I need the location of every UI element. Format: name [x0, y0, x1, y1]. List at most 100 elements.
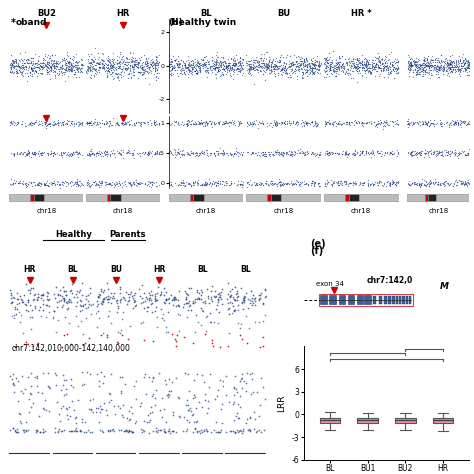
Point [58, 57, 65, 65]
Point [180, 66, 187, 73]
Point [456, 67, 463, 74]
Point [414, 149, 421, 157]
Point [459, 149, 467, 156]
Point [137, 122, 145, 130]
Point [268, 177, 276, 185]
Point [195, 152, 203, 159]
Point [462, 66, 469, 73]
Point [162, 296, 169, 303]
Point [267, 58, 274, 65]
Point [308, 177, 316, 185]
Point [461, 54, 468, 62]
Point [307, 59, 315, 67]
Point [291, 69, 299, 77]
Point [20, 340, 27, 347]
Point [184, 401, 191, 409]
Point [237, 403, 244, 410]
Point [358, 149, 365, 156]
Point [287, 59, 295, 66]
Point [446, 68, 454, 75]
Point [15, 409, 23, 417]
Point [71, 66, 78, 74]
Point [342, 150, 350, 157]
Point [37, 150, 45, 158]
Point [207, 64, 214, 72]
Point [377, 119, 384, 127]
Point [9, 61, 16, 68]
Point [404, 148, 412, 155]
Point [438, 151, 445, 158]
Point [358, 63, 365, 71]
Point [418, 63, 426, 71]
Point [65, 152, 73, 159]
Point [143, 64, 151, 72]
Point [344, 65, 352, 73]
Point [138, 63, 146, 71]
PathPatch shape [320, 418, 340, 423]
Point [259, 182, 267, 189]
Point [292, 180, 300, 188]
Point [250, 62, 258, 70]
Point [394, 120, 401, 128]
Point [414, 60, 421, 68]
Point [435, 57, 442, 64]
Point [39, 370, 46, 377]
Point [54, 428, 62, 435]
Point [28, 72, 36, 80]
Point [101, 178, 109, 186]
Point [382, 63, 390, 70]
Point [333, 63, 341, 71]
Point [122, 58, 130, 66]
Point [64, 148, 72, 155]
Point [195, 63, 203, 70]
Point [83, 63, 91, 70]
Point [346, 60, 354, 67]
Point [273, 63, 281, 70]
Point [13, 72, 21, 80]
Point [187, 68, 194, 75]
Point [104, 312, 111, 319]
Point [113, 180, 121, 188]
Point [297, 57, 305, 65]
Point [286, 69, 293, 76]
Point [238, 152, 246, 159]
Point [162, 418, 169, 426]
Point [9, 299, 16, 306]
Point [175, 302, 182, 310]
Point [314, 153, 322, 161]
Point [153, 66, 161, 73]
Point [262, 292, 269, 300]
Point [248, 118, 256, 126]
Point [22, 301, 30, 309]
Point [167, 180, 174, 188]
Point [29, 150, 36, 158]
Point [363, 62, 371, 69]
Point [155, 51, 163, 58]
Point [324, 59, 331, 67]
Point [165, 300, 173, 307]
Bar [384, 296, 387, 303]
Point [137, 68, 144, 76]
Point [331, 149, 338, 157]
Point [174, 118, 182, 126]
Point [117, 285, 124, 293]
Point [446, 73, 453, 80]
Point [27, 63, 35, 70]
Point [450, 59, 458, 66]
Point [346, 179, 354, 186]
Point [30, 150, 38, 157]
Point [456, 65, 464, 73]
Point [436, 117, 443, 124]
Point [323, 118, 330, 126]
Point [55, 59, 63, 66]
Point [313, 53, 321, 60]
Point [413, 118, 420, 126]
Point [269, 63, 276, 70]
Point [321, 55, 329, 62]
Point [116, 149, 124, 157]
Point [295, 178, 302, 186]
Point [201, 58, 209, 66]
Point [17, 418, 24, 425]
Point [106, 391, 114, 398]
Point [362, 63, 370, 71]
